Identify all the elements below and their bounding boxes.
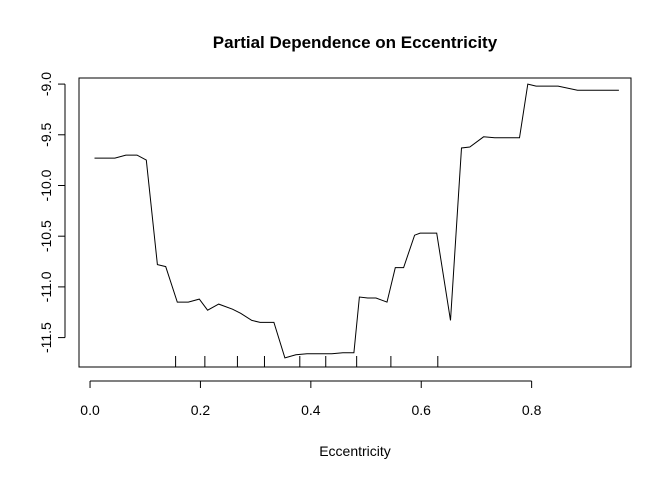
x-axis: 0.0 0.2 0.4 0.6 0.8 [80, 380, 542, 418]
x-axis-label: Eccentricity [319, 443, 391, 459]
x-tick-label: 0.8 [522, 402, 542, 418]
series-group [94, 83, 619, 359]
series-line [94, 83, 619, 359]
rug-marks [175, 356, 439, 367]
y-tick-label: -9.5 [38, 123, 54, 147]
x-tick-label: 0.4 [301, 402, 321, 418]
y-axis: -9.0 -9.5 -10.0 -10.5 -11.0 -11.5 [38, 72, 66, 353]
y-tick-label: -11.0 [38, 271, 54, 302]
y-tick-label: -11.5 [38, 322, 54, 353]
plot-frame [78, 77, 632, 368]
x-tick-label: 0.0 [80, 402, 100, 418]
chart-title: Partial Dependence on Eccentricity [213, 33, 498, 52]
x-tick-label: 0.6 [412, 402, 432, 418]
y-tick-label: -10.0 [38, 169, 54, 201]
y-tick-label: -10.5 [38, 220, 54, 252]
x-tick-label: 0.2 [191, 402, 211, 418]
y-tick-label: -9.0 [38, 72, 54, 96]
